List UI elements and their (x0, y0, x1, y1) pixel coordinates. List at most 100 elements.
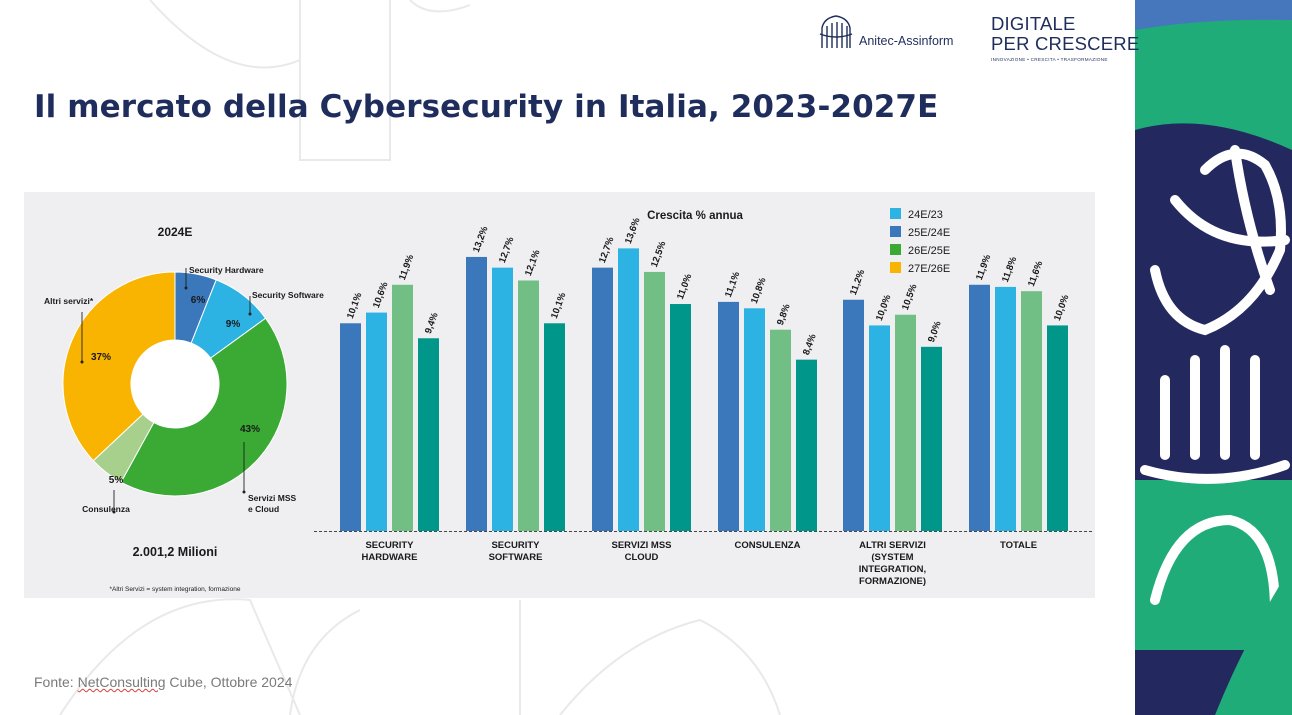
pie-value-label: 6% (191, 295, 206, 306)
bar-value-label: 9,0% (926, 319, 944, 344)
pie-category-label: Consulenza (82, 504, 130, 514)
pie-category-label: e Cloud (248, 504, 279, 514)
bar (644, 271, 665, 531)
bar (618, 248, 639, 531)
bar-value-label: 11,1% (723, 270, 743, 299)
bar-value-label: 13,6% (623, 216, 643, 246)
bar (718, 301, 739, 531)
bar (843, 299, 864, 531)
bar-category-label: ALTRI SERVIZI (859, 540, 926, 551)
legend-swatch (890, 262, 901, 273)
chart-panel: 2024E 6% 9% 43% 5% 37% Security Hardware Securi… (24, 192, 1095, 598)
bar-category-label: (SYSTEM (871, 552, 913, 563)
background-decoration (59, 0, 781, 715)
bar-value-label: 10,1% (549, 291, 569, 321)
pie-value-label: 37% (91, 352, 111, 363)
bar-value-label: 9,4% (423, 311, 441, 336)
pie-category-label: Security Software (252, 290, 324, 300)
digitale-per-crescere-logo: DIGITALE PER CRESCERE INNOVAZIONE • CRES… (991, 13, 1140, 63)
bar-value-label: 12,1% (523, 248, 543, 278)
bar-category-label: SOFTWARE (489, 552, 543, 563)
bar (544, 323, 565, 531)
bar (592, 267, 613, 531)
bar-category-label: SECURITY (491, 540, 540, 551)
slide-title: Il mercato della Cybersecurity in Italia… (34, 89, 939, 125)
sidebar-graphic (1135, 0, 1292, 715)
bar-value-label: 12,7% (497, 235, 517, 265)
bar-value-label: 11,9% (974, 253, 994, 282)
pie-value-label: 43% (240, 424, 260, 435)
bar-category-label: SECURITY (365, 540, 414, 551)
bar (921, 346, 942, 531)
source-name: NetConsulting (77, 674, 166, 690)
logo-tagline: INNOVAZIONE • CRESCITA • TRASFORMAZIONE (991, 57, 1108, 62)
pie-leader-dot (242, 490, 246, 494)
legend-label: 27E/26E (908, 263, 950, 275)
bar (770, 329, 791, 531)
bar-value-label: 10,1% (345, 291, 365, 321)
source-prefix: Fonte: (34, 674, 78, 690)
legend-label: 24E/23 (908, 209, 943, 221)
bar (995, 286, 1016, 531)
bar-value-label: 11,2% (848, 268, 868, 297)
legend-label: 26E/25E (908, 245, 950, 257)
bar-value-label: 12,7% (597, 235, 617, 265)
bar-value-label: 11,6% (1026, 259, 1046, 288)
bar (466, 256, 487, 531)
pie-total-label: 2.001,2 Milioni (133, 545, 218, 559)
chart-canvas: 2024E 6% 9% 43% 5% 37% Security Hardware Securi… (44, 208, 1093, 593)
bar-value-label: 8,4% (801, 332, 819, 357)
pie-title: 2024E (158, 225, 193, 239)
anitec-emblem-icon (819, 15, 853, 48)
pie-leader-dot (80, 360, 84, 364)
bar-value-label: 11,0% (675, 272, 695, 301)
legend-label: 25E/24E (908, 227, 950, 239)
bar-category-label: CLOUD (625, 552, 659, 563)
bar-category-label: HARDWARE (362, 552, 418, 563)
bar-category-label: TOTALE (1000, 540, 1037, 551)
bar-chart-title: Crescita % annua (647, 210, 743, 222)
bar-value-label: 13,2% (471, 224, 491, 254)
bar-value-label: 10,8% (749, 276, 769, 306)
bar (796, 359, 817, 531)
bar-category-label: SERVIZI MSS (611, 540, 671, 551)
anitec-assinform-logo: Anitec-Assinform (818, 14, 953, 50)
legend-swatch (890, 208, 901, 219)
source-rest: Cube, Ottobre 2024 (165, 674, 293, 690)
anitec-logo-text: Anitec-Assinform (859, 34, 954, 48)
bar-value-label: 10,0% (874, 293, 894, 323)
bar (744, 308, 765, 531)
pie-leader-dot (184, 286, 188, 290)
bar-value-label: 9,8% (775, 302, 793, 327)
bar (492, 267, 513, 531)
pie-category-label: Servizi MSS (248, 493, 297, 503)
bar (969, 284, 990, 531)
bar (1047, 325, 1068, 531)
bar-category-label: FORMAZIONE) (859, 576, 926, 587)
pie-value-label: 9% (226, 319, 241, 330)
pie-category-label: Security Hardware (189, 265, 264, 275)
legend-swatch (890, 226, 901, 237)
bar-value-label: 10,6% (371, 280, 391, 310)
bar-value-label: 11,8% (1000, 255, 1020, 284)
bar (392, 284, 413, 531)
donut-hole (131, 340, 219, 428)
bar-category-label: CONSULENZA (735, 540, 801, 551)
bar-value-label: 10,0% (1052, 293, 1072, 323)
bar (1021, 291, 1042, 531)
pie-leader-dot (248, 312, 252, 316)
logo-line-1: DIGITALE (991, 13, 1076, 34)
source-note: Fonte: NetConsulting Cube, Ottobre 2024 (34, 674, 292, 690)
bar (895, 314, 916, 531)
legend-swatch (890, 244, 901, 255)
bar (670, 304, 691, 531)
bar-category-label: INTEGRATION, (859, 564, 926, 575)
bar (518, 280, 539, 531)
bar-value-label: 12,5% (649, 239, 669, 269)
logo-line-2: PER CRESCERE (991, 33, 1140, 54)
bar-value-label: 10,5% (900, 282, 920, 312)
bar-value-label: 11,9% (397, 253, 417, 282)
bar (340, 323, 361, 531)
pie-leader-dot (112, 510, 116, 514)
pie-value-label: 5% (109, 475, 124, 486)
